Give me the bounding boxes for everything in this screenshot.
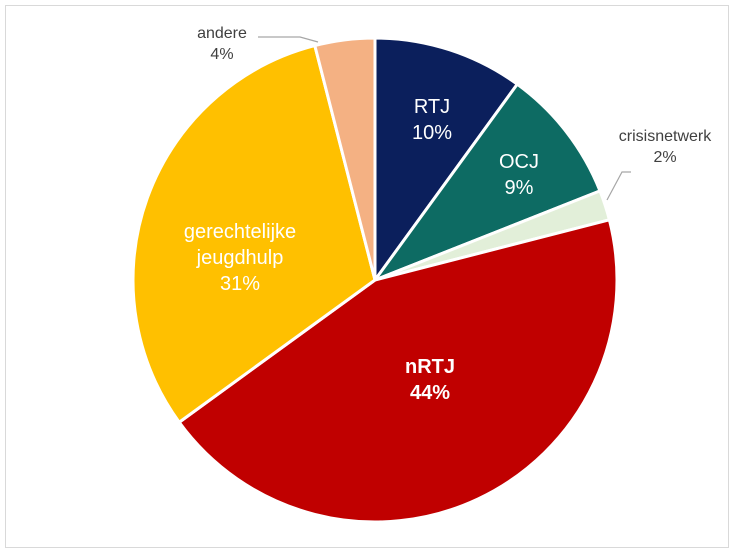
slice-label: OCJ 9% [499,149,539,201]
slice-label: crisisnetwerk 2% [619,127,711,169]
value-label: 10% [411,122,453,144]
pie-slice [312,36,377,281]
category-label: RTJ [413,96,451,118]
value-label: 31% [219,273,261,295]
category-label: OCJ [499,151,539,173]
value-label: 2% [653,149,677,166]
value-label: 4% [210,46,234,63]
pie-slice [131,43,377,425]
value-label: 9% [504,177,534,199]
category-label: gerechtelijke jeugdhulp [183,221,297,269]
leader-line [258,36,319,43]
pie-slice [370,82,602,284]
pie-slice [373,36,520,285]
category-label: crisisnetwerk [618,128,712,146]
value-label: 44% [409,382,451,404]
slice-label: gerechtelijke jeugdhulp 31% [165,219,315,297]
leader-line [606,171,631,201]
slice-label: nRTJ 44% [405,354,455,406]
slice-label: RTJ 10% [412,94,452,146]
category-label: nRTJ [405,356,455,378]
slice-label: andere 4% [197,24,247,66]
category-label: andere [197,25,247,43]
pie-slice [177,217,619,524]
